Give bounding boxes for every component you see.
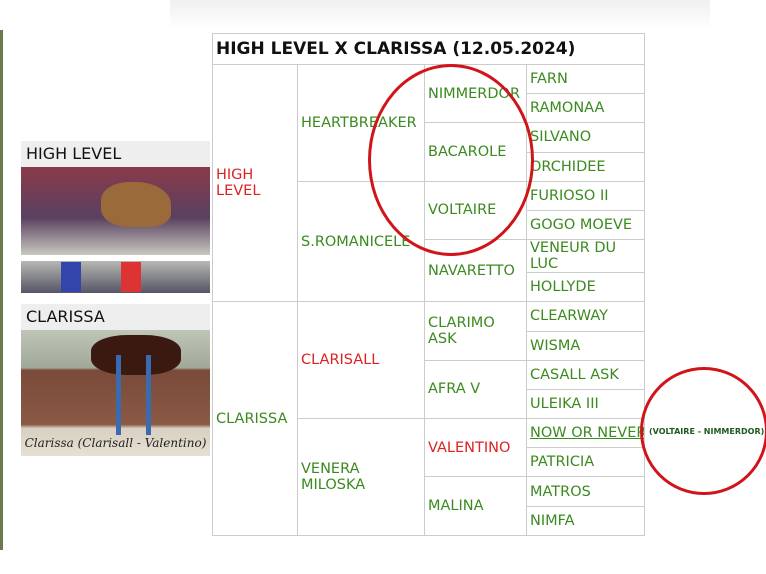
g4-3: SILVANO (526, 122, 645, 153)
g4-11: CASALL ASK (526, 359, 645, 390)
g3-5: CLARIMO ASK (424, 301, 527, 361)
highlight-circle (368, 64, 534, 256)
top-blur (170, 0, 710, 30)
g4-2: RAMONAA (526, 93, 645, 124)
dam-photo: Clarissa (Clarisall - Valentino) (21, 330, 210, 456)
sire-label: HIGH LEVEL (21, 141, 210, 167)
g4-14: PATRICIA (526, 447, 645, 478)
g4-1: FARN (526, 63, 645, 95)
pedigree-title: HIGH LEVEL X CLARISSA (12.05.2024) (212, 33, 645, 65)
annotation-text: (VOLTAIRE - NIMMERDOR) (649, 427, 765, 436)
dam-label: CLARISSA (21, 304, 210, 330)
sire-photo (21, 167, 210, 293)
dam-caption: Clarissa (Clarisall - Valentino) (24, 436, 207, 450)
g4-5: FURIOSO II (526, 180, 645, 211)
dam-card: CLARISSA Clarissa (Clarisall - Valentino… (21, 304, 210, 456)
now-or-never-link[interactable]: NOW OR NEVER (530, 425, 645, 442)
sire-card: HIGH LEVEL (21, 141, 210, 293)
g4-13-link[interactable]: NOW OR NEVER (526, 418, 645, 449)
left-edge (0, 30, 3, 550)
dam-dam: VENERA MILOSKA (297, 418, 425, 536)
g3-6: AFRA V (424, 359, 527, 420)
g3-8: MALINA (424, 476, 527, 536)
sire: HIGH LEVEL (212, 63, 298, 303)
g4-8: HOLLYDE (526, 272, 645, 303)
g4-7: VENEUR DU LUC (526, 239, 645, 274)
g4-15: MATROS (526, 476, 645, 507)
g3-7: VALENTINO (424, 418, 527, 478)
g4-6: GOGO MOEVE (526, 209, 645, 241)
dam: CLARISSA (212, 301, 298, 536)
g4-9: CLEARWAY (526, 301, 645, 332)
g4-16: NIMFA (526, 505, 645, 536)
dam-sire: CLARISALL (297, 301, 425, 420)
g4-12: ULEIKA III (526, 388, 645, 420)
g4-10: WISMA (526, 330, 645, 361)
g4-4: ORCHIDEE (526, 151, 645, 182)
